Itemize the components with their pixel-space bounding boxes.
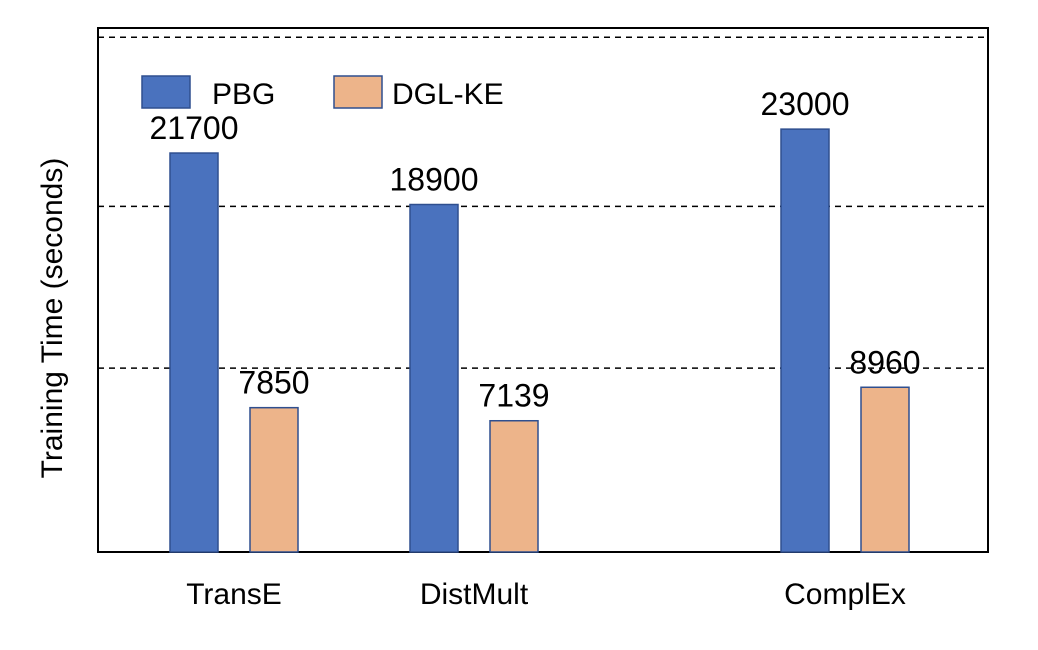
legend-swatch-dglke [333,75,383,109]
data-label-dglke-distmult: 7139 [478,378,549,414]
data-label-pbg-transe: 21700 [150,110,239,146]
x-tick-label-distmult: DistMult [420,578,529,611]
bars [169,128,910,553]
legend: PBG DGL-KE [141,75,504,111]
y-axis-title: Training Time (seconds) [36,158,69,479]
bar-dglke-distmult [489,419,539,553]
bar-pbg-distmult [409,203,459,553]
bar-pbg-complex [780,128,830,553]
x-axis-tick-labels: TransE DistMult ComplEx [186,578,906,611]
data-label-pbg-complex: 23000 [761,86,850,122]
bar-dglke-transe [249,406,299,553]
grid-lines [98,36,988,369]
bar-dglke-complex [860,386,910,553]
data-label-pbg-distmult: 18900 [390,162,479,198]
data-labels: 21700 7850 18900 7139 23000 8960 [150,86,921,414]
data-label-dglke-transe: 7850 [238,365,309,401]
legend-label-pbg: PBG [212,78,275,111]
data-label-dglke-complex: 8960 [849,344,920,380]
legend-label-dglke: DGL-KE [392,78,504,111]
x-tick-label-transe: TransE [186,578,282,611]
plot-frame [97,27,989,553]
bar-pbg-transe [169,152,219,553]
legend-swatch-pbg [141,75,191,109]
x-tick-label-complex: ComplEx [784,578,906,611]
